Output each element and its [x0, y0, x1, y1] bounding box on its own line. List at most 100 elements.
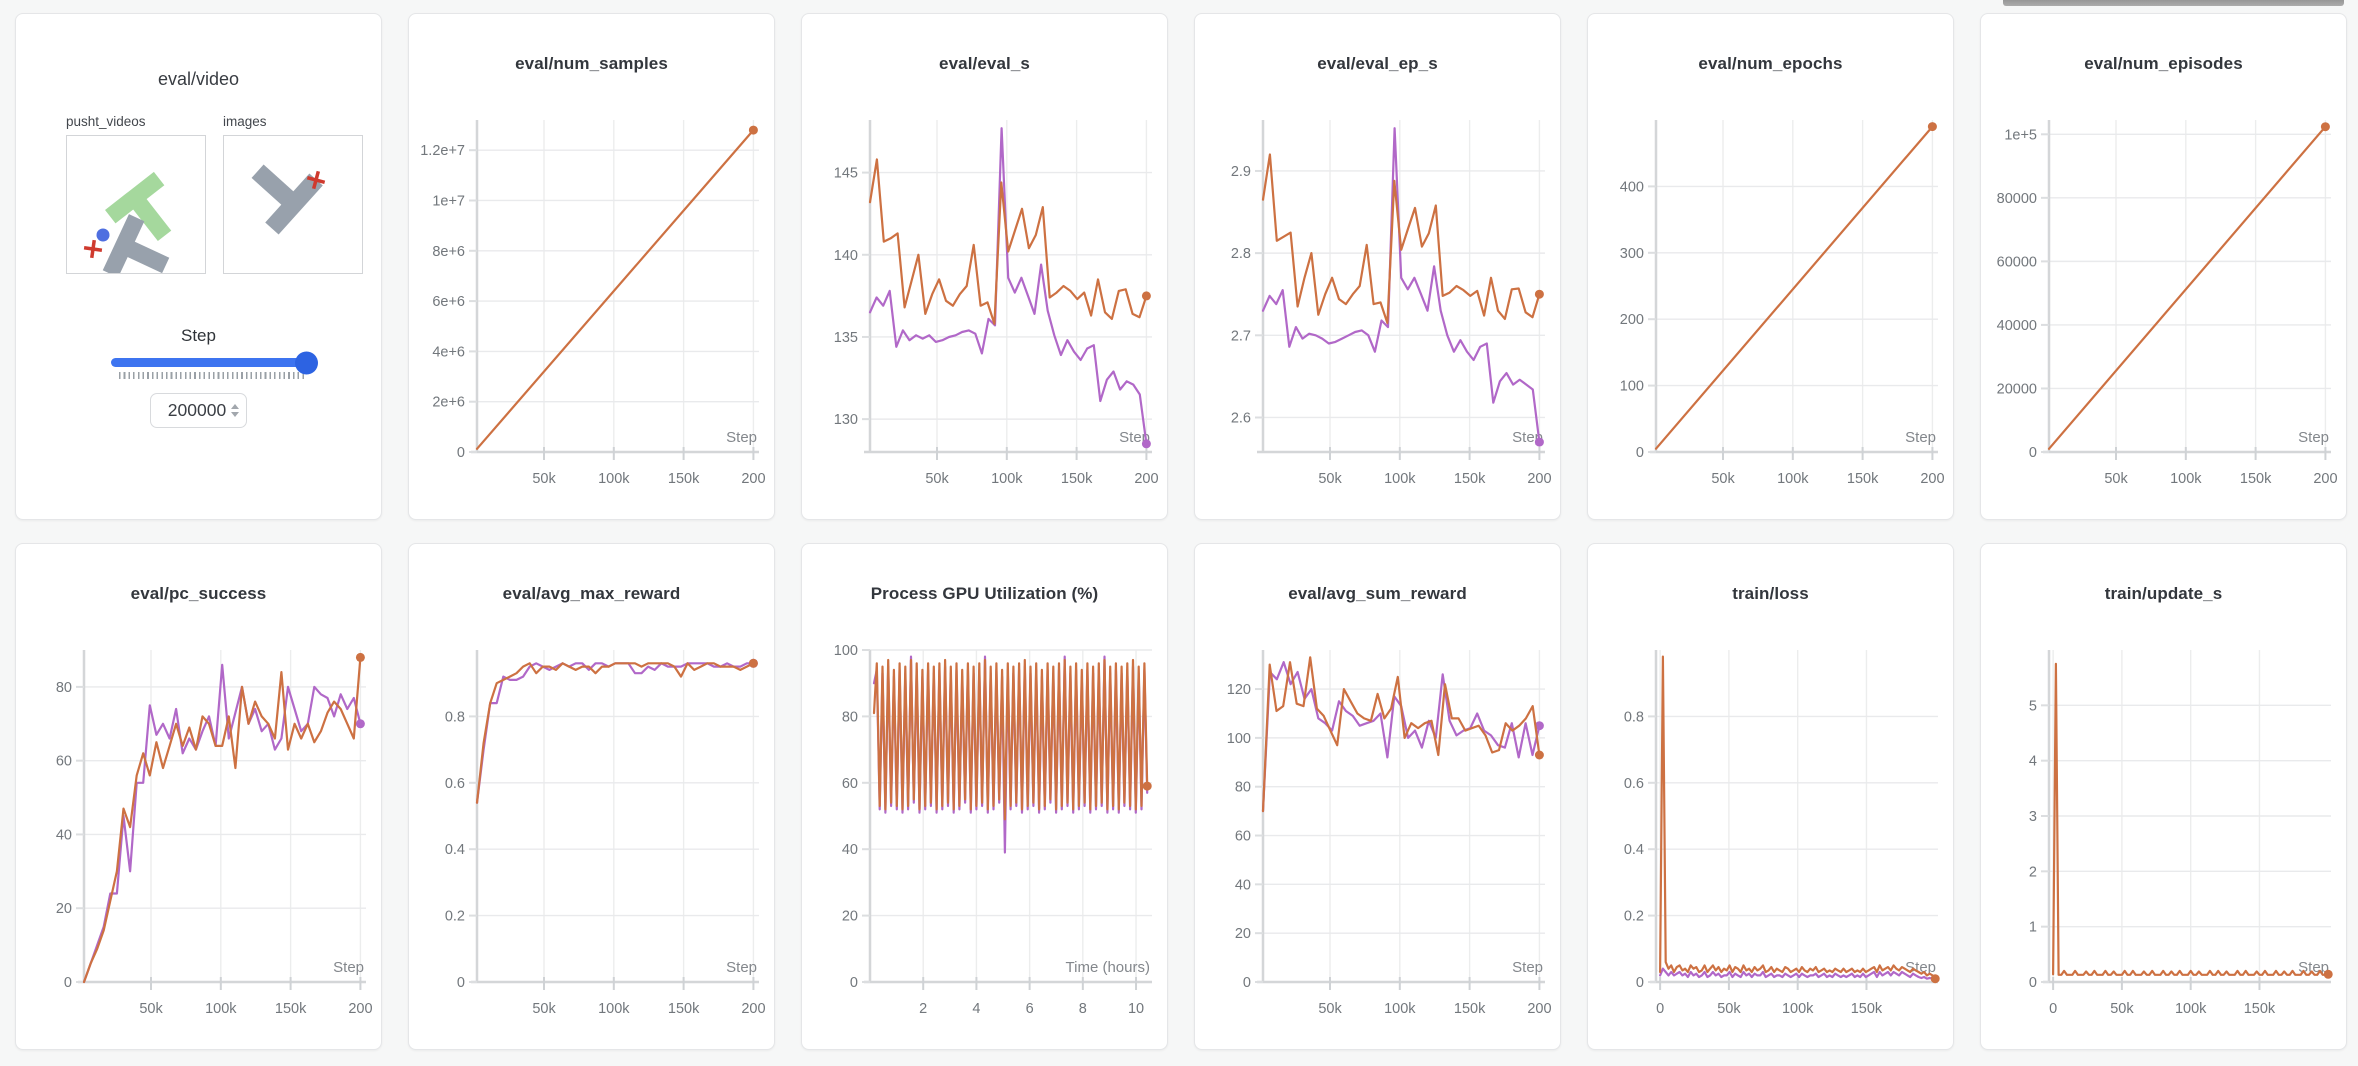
x-axis-title: Step — [333, 959, 364, 976]
x-tick-label: 150k — [274, 1001, 306, 1017]
media-thumb-label: images — [223, 114, 267, 129]
series-line-orange — [475, 662, 754, 804]
y-tick-label: 40 — [1234, 877, 1250, 893]
x-tick-label: 50k — [1711, 471, 1735, 487]
x-tick-label: 150k — [667, 1001, 699, 1017]
series-end-dot-purple — [1141, 439, 1151, 449]
series-line-purple — [1658, 967, 1936, 981]
x-tick-label: 50k — [532, 471, 556, 487]
x-tick-label: 150k — [1453, 1001, 1485, 1017]
y-tick-label: 6e+6 — [432, 294, 465, 310]
series-end-dot-orange — [1930, 974, 1940, 984]
x-tick-label: 50k — [925, 471, 949, 487]
series-end-dot-orange — [748, 125, 758, 135]
step-value[interactable]: 200000 — [167, 400, 227, 420]
series-line-orange — [1654, 125, 1933, 450]
step-number-input[interactable]: 200000 — [150, 393, 247, 428]
step-slider-track[interactable] — [111, 351, 318, 374]
series-end-dot-orange — [748, 658, 758, 668]
panel-eval-avg-sum-reward: eval/avg_sum_reward 50k 100k 150k 200 0 20 40 60… — [1194, 543, 1561, 1050]
chart-plot[interactable]: 0 50k 100k 150k 0 0.2 0.4 0.6 0.8 Step — [1594, 636, 1948, 1040]
series-line-orange — [2047, 125, 2326, 450]
panel-eval-video: eval/video pusht_videos — [15, 13, 382, 520]
chart-title: eval/num_epochs — [1698, 54, 1843, 73]
x-axis-title: Time (hours) — [1065, 959, 1149, 976]
pusht-video-frame[interactable] — [66, 135, 206, 278]
media-thumb-label: pusht_videos — [66, 114, 146, 129]
y-tick-label: 40 — [55, 827, 71, 843]
series-end-dot-purple — [355, 719, 365, 729]
y-tick-label: 0 — [1242, 975, 1250, 991]
series-end-dot-purple — [1534, 721, 1544, 731]
y-tick-label: 20 — [55, 901, 71, 917]
chart-plot[interactable]: 50k 100k 150k 200 0 100 200 300 400 Step — [1594, 106, 1948, 510]
x-axis-title: Step — [1119, 429, 1150, 446]
y-tick-label: 2.7 — [1230, 328, 1250, 344]
y-tick-label: 80 — [841, 709, 857, 725]
media-thumb-pusht-videos: pusht_videos — [66, 114, 206, 278]
y-tick-label: 0 — [1635, 445, 1643, 461]
goal-cross-icon — [306, 170, 326, 190]
series-line-purple — [82, 663, 361, 984]
y-tick-label: 0.4 — [444, 842, 464, 858]
chart-title: train/update_s — [2104, 584, 2223, 603]
chart-plot[interactable]: 50k 100k 150k 200 130 135 140 145 Step — [808, 106, 1162, 510]
y-tick-label: 80 — [1234, 780, 1250, 796]
y-tick-label: 0.2 — [444, 909, 464, 925]
stepper-up-icon[interactable] — [231, 403, 239, 409]
chart-plot[interactable]: 50k 100k 150k 200 0 20 40 60 80 100 120 Step — [1201, 636, 1555, 1040]
gray-object-t-icon — [102, 214, 170, 278]
y-tick-label: 80 — [55, 680, 71, 696]
y-tick-label: 0 — [849, 975, 857, 991]
y-tick-label: 40000 — [1996, 318, 2036, 334]
media-thumb-images: images — [223, 114, 363, 274]
panel-train-update-s: train/update_s 0 50k 100k 150k 0 1 2 3 4 5 Step — [1980, 543, 2347, 1050]
step-slider-label: Step — [181, 326, 216, 345]
y-tick-label: 1 — [2028, 920, 2036, 936]
panel-eval-eval-s: eval/eval_s 50k 100k 150k 200 130 135 140 145 Ste… — [801, 13, 1168, 520]
series-line-orange — [1261, 656, 1540, 813]
y-tick-label: 5 — [2028, 698, 2036, 714]
stepper-down-icon[interactable] — [231, 412, 239, 418]
x-tick-label: 10 — [1127, 1001, 1143, 1017]
x-axis-title: Step — [1905, 959, 1936, 976]
x-tick-label: 0 — [2049, 1001, 2057, 1017]
x-tick-label: 100k — [598, 471, 630, 487]
x-tick-label: 200 — [348, 1001, 372, 1017]
x-tick-label: 150k — [2243, 1001, 2275, 1017]
y-tick-label: 0 — [63, 975, 71, 991]
y-tick-label: 60 — [1234, 829, 1250, 845]
y-tick-label: 60 — [841, 776, 857, 792]
y-tick-label: 20000 — [1996, 381, 2036, 397]
y-tick-label: 0.4 — [1623, 842, 1643, 858]
y-tick-label: 140 — [833, 248, 857, 264]
stepper-arrows — [231, 403, 239, 418]
x-tick-label: 200 — [1527, 1001, 1551, 1017]
series-end-dot-orange — [1534, 289, 1544, 299]
x-axis-title: Step — [726, 429, 757, 446]
step-slider-handle[interactable] — [295, 351, 318, 374]
y-tick-label: 300 — [1619, 246, 1643, 262]
chart-plot[interactable]: 50k 100k 150k 200 0 0.2 0.4 0.6 0.8 Step — [415, 636, 769, 1040]
chart-plot[interactable]: 50k 100k 150k 200 0 20 40 60 80 Step — [22, 636, 376, 1040]
horizontal-scrollbar-thumb[interactable] — [2003, 0, 2344, 6]
chart-plot[interactable]: 50k 100k 150k 200 0 20000 40000 60000 80000 1e+5 S… — [1987, 106, 2341, 510]
x-tick-label: 150k — [1453, 471, 1485, 487]
y-tick-label: 2e+6 — [432, 395, 465, 411]
x-axis-title: Step — [726, 959, 757, 976]
series-end-dot-purple — [1534, 437, 1544, 447]
series-line-purple — [1261, 661, 1540, 813]
series-line-orange — [1261, 153, 1540, 325]
series-line-orange — [82, 656, 361, 984]
chart-plot[interactable]: 50k 100k 150k 200 0 2e+6 4e+6 6e+6 8e+6 1e+7 1.2e+… — [415, 106, 769, 510]
images-frame[interactable] — [223, 135, 363, 274]
y-tick-label: 20 — [841, 909, 857, 925]
panel-grid: eval/video pusht_videos — [15, 13, 2347, 1050]
y-tick-label: 2 — [2028, 864, 2036, 880]
chart-title: eval/eval_ep_s — [1317, 54, 1438, 73]
y-tick-label: 4 — [2028, 754, 2036, 770]
agent-dot-icon — [96, 228, 110, 242]
